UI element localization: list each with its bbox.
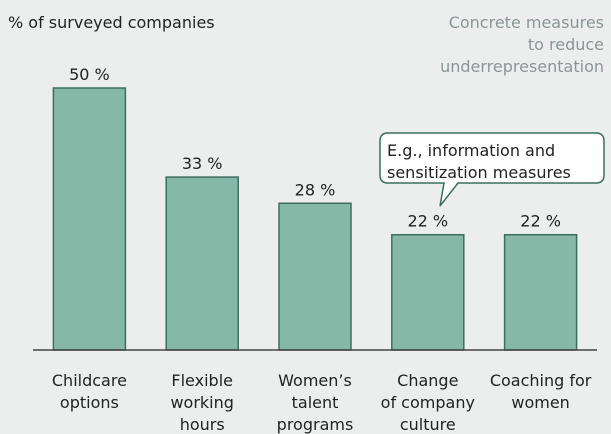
annotation-line: sensitization measures <box>387 163 571 182</box>
bar <box>391 233 465 351</box>
x-tick-label: Childcare <box>52 371 127 390</box>
bar <box>278 202 352 351</box>
x-tick-label: hours <box>180 415 225 434</box>
x-tick-label: working <box>170 393 233 412</box>
x-tick-label: programs <box>277 415 354 434</box>
x-tick-label: culture <box>400 415 456 434</box>
x-tick-label: Women’s <box>278 371 352 390</box>
value-label: 28 % <box>295 180 336 199</box>
x-tick-label: of company <box>381 393 475 412</box>
value-label: 22 % <box>407 212 448 231</box>
bar <box>52 87 127 351</box>
annotation: E.g., information and sensitization measu… <box>387 141 571 182</box>
x-tick-label: talent <box>292 393 339 412</box>
value-label: 50 % <box>69 65 110 84</box>
note-line: to reduce <box>528 35 604 54</box>
axis-title: % of surveyed companies <box>8 13 215 32</box>
note-line: underrepresentation <box>440 57 604 76</box>
x-tick-label: Change <box>397 371 458 390</box>
x-tick-label: Flexible <box>171 371 233 390</box>
note: Concrete measures to reduce underrepresent… <box>440 13 604 76</box>
annotation-line: E.g., information and <box>387 141 555 160</box>
bar <box>165 176 239 351</box>
x-tick-label: Coaching for <box>490 371 592 390</box>
value-label: 33 % <box>182 154 223 173</box>
value-label: 22 % <box>520 212 561 231</box>
callout-bubble <box>379 132 605 207</box>
x-tick-label: options <box>60 393 119 412</box>
x-tick-label: women <box>511 393 569 412</box>
bar <box>503 233 578 351</box>
note-line: Concrete measures <box>449 13 604 32</box>
